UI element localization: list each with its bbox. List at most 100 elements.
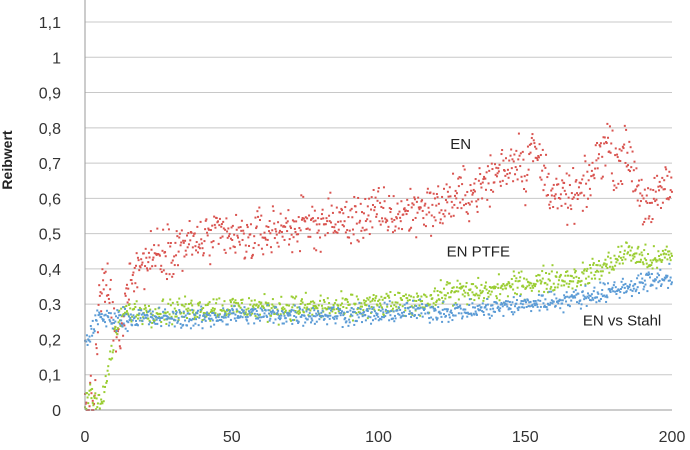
data-point	[670, 190, 673, 193]
data-point	[373, 206, 376, 209]
data-point	[327, 314, 330, 317]
data-point	[281, 322, 284, 325]
data-point	[296, 319, 299, 322]
data-point	[482, 178, 485, 181]
data-point	[579, 284, 582, 287]
data-point	[437, 202, 440, 205]
data-point	[105, 380, 108, 383]
data-point	[120, 315, 123, 318]
data-point	[575, 275, 578, 278]
data-point	[198, 247, 201, 250]
data-point	[246, 313, 249, 316]
data-point	[104, 270, 107, 273]
data-point	[582, 272, 585, 275]
data-point	[468, 203, 471, 206]
data-point	[632, 284, 635, 287]
data-point	[354, 302, 357, 305]
data-point	[495, 166, 498, 169]
data-point	[632, 169, 635, 172]
data-point	[624, 258, 627, 261]
data-point	[141, 323, 144, 326]
data-point	[195, 318, 198, 321]
data-point	[492, 287, 495, 290]
data-point	[498, 310, 501, 313]
data-point	[446, 201, 449, 204]
data-point	[166, 311, 169, 314]
data-point	[172, 273, 175, 276]
data-point	[119, 314, 122, 317]
data-point	[352, 233, 355, 236]
data-point	[128, 319, 131, 322]
data-point	[532, 305, 535, 308]
data-point	[463, 168, 466, 171]
data-point	[140, 308, 143, 311]
data-point	[319, 299, 322, 302]
data-point	[488, 290, 491, 293]
data-point	[434, 219, 437, 222]
data-point	[330, 204, 333, 207]
data-point	[188, 312, 191, 315]
data-point	[610, 261, 613, 264]
data-point	[413, 314, 416, 317]
data-point	[308, 312, 311, 315]
data-point	[635, 288, 638, 291]
data-point	[289, 227, 292, 230]
data-point	[469, 184, 472, 187]
data-point	[317, 304, 320, 307]
data-point	[156, 227, 159, 230]
data-point	[532, 139, 535, 142]
data-point	[572, 290, 575, 293]
data-point	[214, 314, 217, 317]
data-point	[621, 286, 624, 289]
data-point	[289, 310, 292, 313]
data-point	[591, 296, 594, 299]
data-point	[648, 264, 651, 267]
data-point	[139, 266, 142, 269]
data-point	[510, 278, 513, 281]
data-point	[199, 308, 202, 311]
data-point	[563, 189, 566, 192]
data-point	[547, 172, 550, 175]
data-point	[401, 305, 404, 308]
data-point	[401, 228, 404, 231]
data-point	[475, 312, 478, 315]
data-point	[518, 279, 521, 282]
data-point	[370, 322, 373, 325]
data-point	[297, 310, 300, 313]
data-point	[601, 270, 604, 273]
y-tick-label: 0,7	[39, 156, 61, 173]
data-point	[404, 307, 407, 310]
data-point	[589, 194, 592, 197]
data-point	[145, 311, 148, 314]
data-point	[87, 339, 90, 342]
data-point	[515, 302, 518, 305]
data-point	[221, 304, 224, 307]
data-point	[271, 229, 274, 232]
data-point	[127, 298, 130, 301]
data-point	[614, 264, 617, 267]
data-point	[361, 226, 364, 229]
data-point	[166, 278, 169, 281]
data-point	[398, 313, 401, 316]
data-point	[96, 323, 99, 326]
data-point	[650, 264, 653, 267]
data-point	[525, 286, 528, 289]
data-point	[164, 251, 167, 254]
data-point	[251, 255, 254, 258]
data-point	[335, 206, 338, 209]
data-point	[649, 284, 652, 287]
data-point	[310, 307, 313, 310]
data-point	[399, 216, 402, 219]
data-point	[558, 165, 561, 168]
data-point	[333, 315, 336, 318]
data-point	[510, 285, 513, 288]
data-point	[306, 306, 309, 309]
data-point	[191, 311, 194, 314]
data-point	[552, 282, 555, 285]
data-point	[549, 301, 552, 304]
data-point	[113, 327, 116, 330]
data-point	[606, 296, 609, 299]
data-point	[443, 308, 446, 311]
data-point	[200, 305, 203, 308]
